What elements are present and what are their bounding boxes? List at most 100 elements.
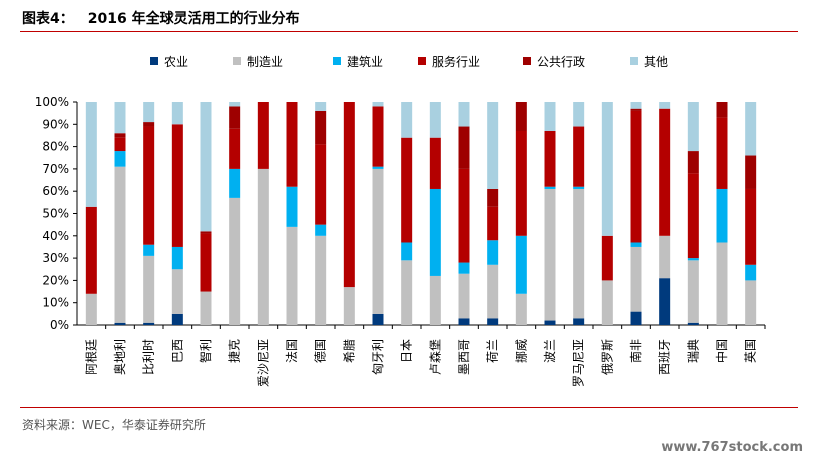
bar-segment — [515, 235, 527, 294]
bar-segment — [687, 151, 699, 174]
bar-segment — [573, 188, 585, 319]
bar-segment — [716, 117, 728, 189]
x-tick-label: 希腊 — [341, 339, 356, 363]
bar-segment — [372, 313, 384, 325]
x-tick-label: 罗马尼亚 — [572, 339, 586, 387]
bar-segment — [659, 278, 671, 325]
bar-segment — [200, 231, 212, 234]
y-tick-label: 30% — [42, 251, 69, 265]
x-tick-label: 中国 — [714, 339, 729, 363]
bar-segment — [487, 206, 499, 241]
bar-segment — [458, 262, 470, 274]
bar-segment — [515, 102, 527, 131]
bar-segment — [171, 269, 183, 314]
y-tick-label: 10% — [42, 296, 69, 310]
legend-swatch — [333, 57, 341, 65]
watermark: www.767stock.com — [661, 440, 803, 455]
y-tick-label: 40% — [42, 229, 69, 243]
bar-segment — [659, 235, 671, 279]
bar-segment — [315, 102, 327, 111]
bar-segment — [458, 102, 470, 127]
bar-segment — [372, 106, 384, 167]
bar-segment — [573, 186, 585, 189]
bar-segment — [401, 242, 413, 261]
bar-segment — [745, 155, 757, 189]
x-tick-label: 智利 — [198, 339, 213, 363]
bar-segment — [143, 126, 155, 245]
bar-segment — [85, 293, 97, 325]
bar-segment — [487, 264, 499, 319]
x-tick-label: 爱沙尼亚 — [256, 339, 270, 387]
bar-segment — [687, 322, 699, 325]
bar-segment — [515, 293, 527, 325]
bar-segment — [659, 108, 671, 236]
stacked-bar-chart: 农业 制造业 建筑业 服务行业 公共行政 其他 0% 10% 20% 30% 40% 50% 60% 70… — [35, 54, 766, 387]
bar-segment — [229, 102, 241, 107]
legend-swatch — [233, 57, 241, 65]
bar-segment — [429, 275, 441, 325]
bar-segment — [487, 318, 499, 325]
bar-segment — [458, 273, 470, 319]
bar-segment — [630, 246, 642, 312]
footer-divider — [20, 407, 798, 408]
bar-segment — [573, 318, 585, 325]
bar-segment — [630, 311, 642, 325]
bar-segment — [143, 122, 155, 127]
bar-segment — [487, 188, 499, 207]
bar-segment — [544, 102, 556, 131]
bar-segment — [716, 102, 728, 118]
legend-label: 公共行政 — [537, 55, 585, 69]
title-divider — [20, 31, 798, 32]
bar-segment — [458, 318, 470, 325]
x-tick-label: 巴西 — [170, 339, 184, 363]
bar-segment — [286, 186, 298, 227]
bar-segment — [315, 110, 327, 145]
bar-segment — [143, 102, 155, 123]
bar-segment — [630, 102, 642, 109]
bar-segment — [544, 130, 556, 187]
bar-segment — [745, 264, 757, 281]
x-tick-label: 日本 — [400, 339, 414, 363]
bar-segment — [286, 226, 298, 325]
bar-segment — [745, 102, 757, 156]
bar-segment — [257, 168, 269, 325]
bar-segment — [745, 188, 757, 265]
bar-segment — [143, 244, 155, 256]
bar-segment — [745, 280, 757, 325]
bar-segment — [114, 322, 126, 325]
x-tick-label: 奥地利 — [113, 339, 127, 375]
bar-segment — [171, 102, 183, 125]
legend-swatch — [630, 57, 638, 65]
x-tick-label: 瑞典 — [686, 339, 700, 363]
x-tick-label: 阿根廷 — [84, 339, 98, 375]
bar-segment — [343, 287, 355, 325]
bar-segment — [429, 188, 441, 276]
figure-title-text: 2016 年全球灵活用工的行业分布 — [87, 11, 300, 27]
bar-segment — [229, 106, 241, 129]
bar-segment — [573, 102, 585, 127]
y-tick-label: 60% — [42, 184, 69, 198]
bar-segment — [544, 188, 556, 321]
legend-label: 其他 — [644, 55, 668, 69]
bar-segment — [85, 102, 97, 207]
bar-segment — [200, 102, 212, 232]
y-tick-label: 20% — [42, 273, 69, 287]
x-tick-label: 德国 — [313, 339, 328, 363]
bar-segment — [114, 151, 126, 167]
legend-label: 服务行业 — [432, 54, 480, 69]
x-tick-label: 比利时 — [142, 339, 156, 375]
bar-segment — [515, 130, 527, 236]
bar-segment — [315, 235, 327, 325]
bar-segment — [343, 102, 355, 288]
bar-segment — [487, 102, 499, 189]
bar-segment — [200, 233, 212, 292]
x-tick-label: 捷克 — [228, 339, 242, 363]
legend-label: 制造业 — [247, 55, 283, 69]
bar-segment — [429, 102, 441, 138]
bar-segment — [687, 258, 699, 261]
bar-segment — [114, 137, 126, 152]
bar-segment — [315, 224, 327, 236]
bar-segment — [257, 102, 269, 169]
bar-segment — [630, 110, 642, 243]
bar-segment — [573, 126, 585, 187]
